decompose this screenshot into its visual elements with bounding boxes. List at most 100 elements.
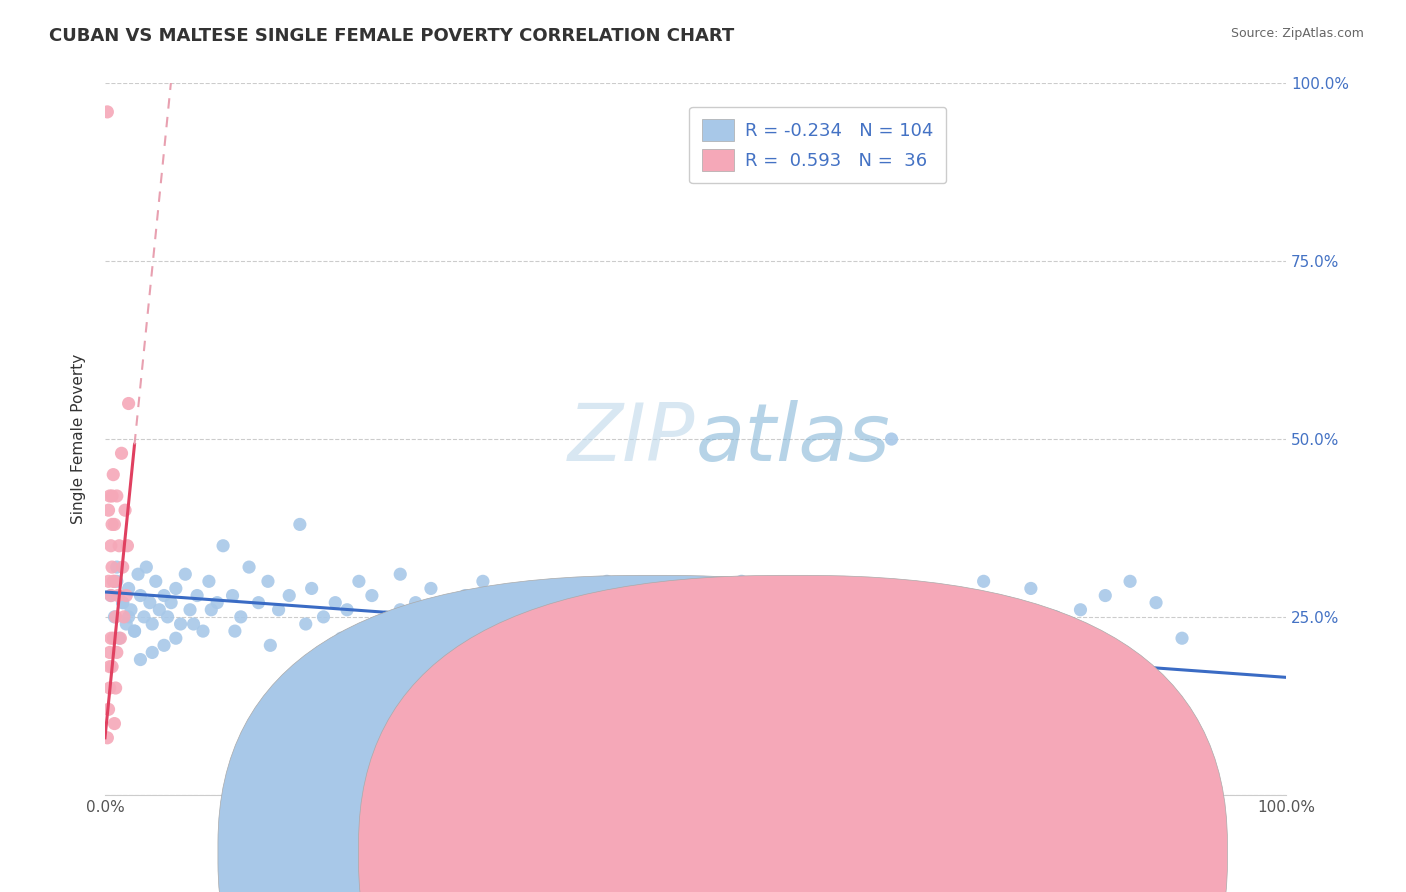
Point — [96, 731, 118, 745]
Point — [96, 104, 118, 119]
Point — [278, 589, 301, 603]
Text: Cubans: Cubans — [675, 845, 733, 859]
Point — [903, 603, 925, 617]
Point — [560, 603, 582, 617]
Point — [101, 517, 124, 532]
Point — [602, 617, 624, 632]
Point — [104, 610, 127, 624]
Point — [596, 574, 619, 589]
Point — [112, 610, 135, 624]
Point — [835, 603, 858, 617]
Point — [880, 432, 903, 446]
Point — [97, 503, 120, 517]
Point — [772, 596, 794, 610]
Point — [103, 631, 125, 645]
Point — [105, 645, 128, 659]
Point — [267, 603, 290, 617]
Point — [347, 574, 370, 589]
Point — [247, 596, 270, 610]
Point — [471, 574, 494, 589]
Point — [730, 574, 752, 589]
Point — [671, 617, 693, 632]
Text: Source: ZipAtlas.com: Source: ZipAtlas.com — [1230, 27, 1364, 40]
Point — [793, 582, 815, 596]
Point — [751, 610, 773, 624]
Point — [124, 624, 146, 639]
Point — [97, 574, 120, 589]
Point — [98, 681, 121, 695]
Point — [449, 624, 471, 639]
Point — [129, 589, 152, 603]
Point — [100, 589, 122, 603]
Point — [169, 617, 191, 632]
Point — [489, 617, 512, 632]
Point — [129, 652, 152, 666]
Point — [578, 589, 600, 603]
Point — [141, 617, 163, 632]
Point — [191, 624, 214, 639]
Point — [103, 716, 125, 731]
Point — [104, 681, 127, 695]
Point — [160, 596, 183, 610]
Point — [117, 396, 139, 410]
Point — [108, 631, 131, 645]
Point — [814, 617, 837, 632]
Point — [405, 596, 427, 610]
Point — [111, 560, 134, 574]
Point — [419, 582, 441, 596]
Point — [110, 446, 132, 460]
Point — [925, 589, 948, 603]
Point — [1144, 596, 1167, 610]
Point — [115, 617, 138, 632]
Point — [436, 603, 458, 617]
Point — [100, 539, 122, 553]
Point — [524, 610, 547, 624]
Text: ZIP: ZIP — [568, 401, 696, 478]
Point — [98, 489, 121, 503]
Point — [101, 560, 124, 574]
Point — [139, 596, 162, 610]
Point — [1171, 631, 1194, 645]
Point — [221, 589, 243, 603]
Point — [1119, 574, 1142, 589]
Point — [543, 582, 565, 596]
Point — [101, 489, 124, 503]
Point — [141, 645, 163, 659]
Point — [873, 659, 896, 673]
Point — [135, 560, 157, 574]
Point — [148, 603, 170, 617]
Point — [375, 610, 398, 624]
Point — [105, 574, 128, 589]
Point — [107, 589, 129, 603]
Point — [132, 610, 155, 624]
Point — [212, 539, 235, 553]
Point — [186, 589, 208, 603]
Point — [294, 617, 316, 632]
Point — [103, 610, 125, 624]
Point — [288, 517, 311, 532]
Point — [205, 596, 228, 610]
Point — [301, 582, 323, 596]
Point — [98, 645, 121, 659]
Point — [103, 574, 125, 589]
Point — [117, 610, 139, 624]
Point — [229, 610, 252, 624]
Point — [454, 589, 477, 603]
Point — [330, 631, 353, 645]
Point — [1094, 589, 1116, 603]
Point — [97, 702, 120, 716]
Point — [153, 589, 176, 603]
Point — [179, 603, 201, 617]
Point — [105, 560, 128, 574]
Point — [115, 589, 138, 603]
Point — [153, 638, 176, 652]
Point — [690, 603, 713, 617]
Point — [949, 617, 972, 632]
Point — [710, 589, 733, 603]
Text: CUBAN VS MALTESE SINGLE FEMALE POVERTY CORRELATION CHART: CUBAN VS MALTESE SINGLE FEMALE POVERTY C… — [49, 27, 734, 45]
Point — [508, 596, 530, 610]
Point — [224, 624, 246, 639]
Point — [1045, 610, 1067, 624]
Point — [361, 589, 384, 603]
Point — [519, 589, 541, 603]
